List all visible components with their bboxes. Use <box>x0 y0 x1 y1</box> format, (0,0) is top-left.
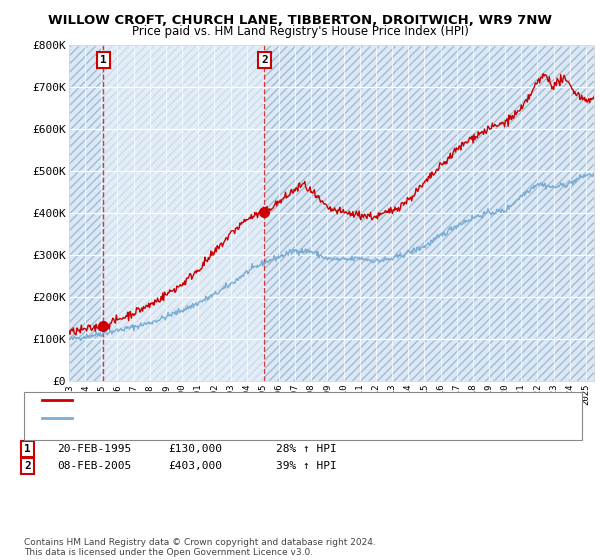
Text: 08-FEB-2005: 08-FEB-2005 <box>57 461 131 471</box>
Text: 1: 1 <box>100 55 107 65</box>
Text: £130,000: £130,000 <box>168 444 222 454</box>
Text: WILLOW CROFT, CHURCH LANE, TIBBERTON, DROITWICH, WR9 7NW: WILLOW CROFT, CHURCH LANE, TIBBERTON, DR… <box>48 14 552 27</box>
Text: Price paid vs. HM Land Registry's House Price Index (HPI): Price paid vs. HM Land Registry's House … <box>131 25 469 38</box>
Bar <box>103 45 265 381</box>
Text: HPI: Average price, detached house, Wychavon: HPI: Average price, detached house, Wych… <box>78 413 325 423</box>
Text: 20-FEB-1995: 20-FEB-1995 <box>57 444 131 454</box>
Text: WILLOW CROFT, CHURCH LANE, TIBBERTON, DROITWICH, WR9 7NW (detached house): WILLOW CROFT, CHURCH LANE, TIBBERTON, DR… <box>78 395 527 405</box>
Text: 1: 1 <box>24 444 31 454</box>
Text: Contains HM Land Registry data © Crown copyright and database right 2024.
This d: Contains HM Land Registry data © Crown c… <box>24 538 376 557</box>
Text: 39% ↑ HPI: 39% ↑ HPI <box>276 461 337 471</box>
Text: £403,000: £403,000 <box>168 461 222 471</box>
Text: 2: 2 <box>24 461 31 471</box>
Text: 2: 2 <box>261 55 268 65</box>
Text: 28% ↑ HPI: 28% ↑ HPI <box>276 444 337 454</box>
